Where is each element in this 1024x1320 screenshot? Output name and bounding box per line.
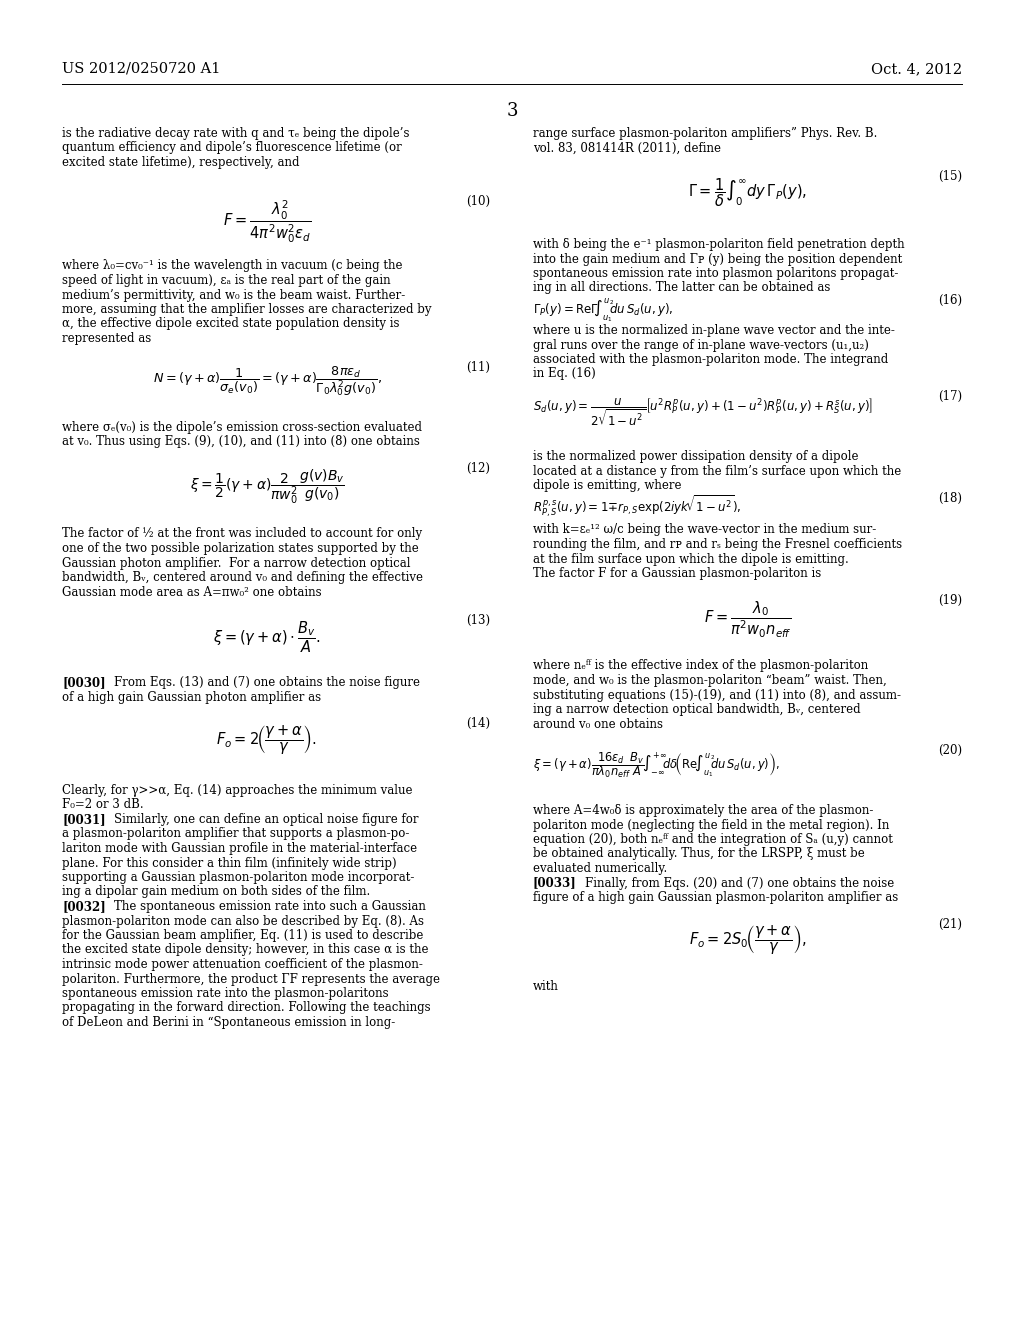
Text: vol. 83, 081414R (2011), define: vol. 83, 081414R (2011), define	[534, 141, 721, 154]
Text: (12): (12)	[466, 462, 490, 474]
Text: spontaneous emission rate into the plasmon-polaritons: spontaneous emission rate into the plasm…	[62, 987, 389, 1001]
Text: rounding the film, and rᴘ and rₛ being the Fresnel coefficients: rounding the film, and rᴘ and rₛ being t…	[534, 539, 902, 550]
Text: where A=4w₀δ is approximately the area of the plasmon-: where A=4w₀δ is approximately the area o…	[534, 804, 873, 817]
Text: mode, and w₀ is the plasmon-polariton “beam” waist. Then,: mode, and w₀ is the plasmon-polariton “b…	[534, 675, 887, 686]
Text: Gaussian mode area as A=πw₀² one obtains: Gaussian mode area as A=πw₀² one obtains	[62, 586, 322, 598]
Text: The factor F for a Gaussian plasmon-polariton is: The factor F for a Gaussian plasmon-pola…	[534, 568, 821, 579]
Text: ing a narrow detection optical bandwidth, Bᵥ, centered: ing a narrow detection optical bandwidth…	[534, 704, 860, 715]
Text: be obtained analytically. Thus, for the LRSPP, ξ must be: be obtained analytically. Thus, for the …	[534, 847, 864, 861]
Text: the excited state dipole density; however, in this case α is the: the excited state dipole density; howeve…	[62, 944, 428, 957]
Text: (14): (14)	[466, 717, 490, 730]
Text: located at a distance y from the film’s surface upon which the: located at a distance y from the film’s …	[534, 465, 901, 478]
Text: $\xi = (\gamma+\alpha)\dfrac{16\varepsilon_d}{\pi\lambda_0 n_{eff}}\dfrac{B_v}{A: $\xi = (\gamma+\alpha)\dfrac{16\varepsil…	[534, 750, 780, 780]
Text: (11): (11)	[466, 360, 490, 374]
Text: plasmon-polariton mode can also be described by Eq. (8). As: plasmon-polariton mode can also be descr…	[62, 915, 424, 928]
Text: represented as: represented as	[62, 333, 152, 345]
Text: (17): (17)	[938, 389, 962, 403]
Text: excited state lifetime), respectively, and: excited state lifetime), respectively, a…	[62, 156, 299, 169]
Text: US 2012/0250720 A1: US 2012/0250720 A1	[62, 62, 220, 77]
Text: substituting equations (15)-(19), and (11) into (8), and assum-: substituting equations (15)-(19), and (1…	[534, 689, 901, 701]
Text: at the film surface upon which the dipole is emitting.: at the film surface upon which the dipol…	[534, 553, 849, 565]
Text: propagating in the forward direction. Following the teachings: propagating in the forward direction. Fo…	[62, 1002, 431, 1015]
Text: [0032]: [0032]	[62, 900, 105, 913]
Text: medium’s permittivity, and w₀ is the beam waist. Further-: medium’s permittivity, and w₀ is the bea…	[62, 289, 406, 301]
Text: $S_d(u, y) = \dfrac{u}{2\sqrt{1-u^2}}\left[u^2 R_P^p(u,y) + (1-u^2)R_P^p(u,y) + : $S_d(u, y) = \dfrac{u}{2\sqrt{1-u^2}}\le…	[534, 396, 873, 428]
Text: is the radiative decay rate with q and τₑ being the dipole’s: is the radiative decay rate with q and τ…	[62, 127, 410, 140]
Text: From Eqs. (13) and (7) one obtains the noise figure: From Eqs. (13) and (7) one obtains the n…	[114, 676, 420, 689]
Text: of a high gain Gaussian photon amplifier as: of a high gain Gaussian photon amplifier…	[62, 690, 322, 704]
Text: for the Gaussian beam amplifier, Eq. (11) is used to describe: for the Gaussian beam amplifier, Eq. (11…	[62, 929, 423, 942]
Text: lariton mode with Gaussian profile in the material-interface: lariton mode with Gaussian profile in th…	[62, 842, 417, 855]
Text: with: with	[534, 981, 559, 994]
Text: plane. For this consider a thin film (infinitely wide strip): plane. For this consider a thin film (in…	[62, 857, 396, 870]
Text: around v₀ one obtains: around v₀ one obtains	[534, 718, 663, 730]
Text: with δ being the e⁻¹ plasmon-polariton field penetration depth: with δ being the e⁻¹ plasmon-polariton f…	[534, 238, 904, 251]
Text: dipole is emitting, where: dipole is emitting, where	[534, 479, 682, 492]
Text: The spontaneous emission rate into such a Gaussian: The spontaneous emission rate into such …	[114, 900, 426, 913]
Text: associated with the plasmon-polariton mode. The integrand: associated with the plasmon-polariton mo…	[534, 352, 888, 366]
Text: figure of a high gain Gaussian plasmon-polariton amplifier as: figure of a high gain Gaussian plasmon-p…	[534, 891, 898, 904]
Text: $\xi = (\gamma+\alpha)\cdot\dfrac{B_v}{A}.$: $\xi = (\gamma+\alpha)\cdot\dfrac{B_v}{A…	[213, 620, 321, 655]
Text: intrinsic mode power attenuation coefficient of the plasmon-: intrinsic mode power attenuation coeffic…	[62, 958, 423, 972]
Text: $F = \dfrac{\lambda_0^2}{4\pi^2 w_0^2\varepsilon_d}$: $F = \dfrac{\lambda_0^2}{4\pi^2 w_0^2\va…	[222, 198, 311, 246]
Text: quantum efficiency and dipole’s fluorescence lifetime (or: quantum efficiency and dipole’s fluoresc…	[62, 141, 401, 154]
Text: Similarly, one can define an optical noise figure for: Similarly, one can define an optical noi…	[114, 813, 419, 826]
Text: (16): (16)	[938, 294, 962, 308]
Text: [0033]: [0033]	[534, 876, 577, 890]
Text: where u is the normalized in-plane wave vector and the inte-: where u is the normalized in-plane wave …	[534, 323, 895, 337]
Text: more, assuming that the amplifier losses are characterized by: more, assuming that the amplifier losses…	[62, 304, 431, 315]
Text: in Eq. (16): in Eq. (16)	[534, 367, 596, 380]
Text: of DeLeon and Berini in “Spontaneous emission in long-: of DeLeon and Berini in “Spontaneous emi…	[62, 1016, 395, 1030]
Text: [0031]: [0031]	[62, 813, 105, 826]
Text: (20): (20)	[938, 744, 962, 756]
Text: $F_o = 2\!\left(\dfrac{\gamma+\alpha}{\gamma}\right).$: $F_o = 2\!\left(\dfrac{\gamma+\alpha}{\g…	[216, 723, 317, 756]
Text: is the normalized power dissipation density of a dipole: is the normalized power dissipation dens…	[534, 450, 858, 463]
Text: Gaussian photon amplifier.  For a narrow detection optical: Gaussian photon amplifier. For a narrow …	[62, 557, 411, 569]
Text: polariton. Furthermore, the product ΓF represents the average: polariton. Furthermore, the product ΓF r…	[62, 973, 440, 986]
Text: speed of light in vacuum), εₐ is the real part of the gain: speed of light in vacuum), εₐ is the rea…	[62, 275, 390, 286]
Text: $R_{P,S}^{p,s}(u,y){=}1{\mp}r_{P,S}\exp(2iyk\!\sqrt{1-u^2}),$: $R_{P,S}^{p,s}(u,y){=}1{\mp}r_{P,S}\exp(…	[534, 494, 741, 519]
Text: $\xi = \dfrac{1}{2}(\gamma+\alpha)\dfrac{2}{\pi w_0^2}\dfrac{g(v)B_v}{g(v_0)}$: $\xi = \dfrac{1}{2}(\gamma+\alpha)\dfrac…	[189, 467, 344, 507]
Text: at v₀. Thus using Eqs. (9), (10), and (11) into (8) one obtains: at v₀. Thus using Eqs. (9), (10), and (1…	[62, 436, 420, 447]
Text: $\Gamma = \dfrac{1}{\delta}\int_0^\infty dy\,\Gamma_P(y),$: $\Gamma = \dfrac{1}{\delta}\int_0^\infty…	[688, 176, 808, 209]
Text: gral runs over the range of in-plane wave-vectors (u₁,u₂): gral runs over the range of in-plane wav…	[534, 338, 869, 351]
Text: α, the effective dipole excited state population density is: α, the effective dipole excited state po…	[62, 318, 399, 330]
Text: (21): (21)	[938, 917, 962, 931]
Text: ing a dipolar gain medium on both sides of the film.: ing a dipolar gain medium on both sides …	[62, 886, 371, 899]
Text: bandwidth, Bᵥ, centered around v₀ and defining the effective: bandwidth, Bᵥ, centered around v₀ and de…	[62, 572, 423, 583]
Text: where nₑᶠᶠ is the effective index of the plasmon-polariton: where nₑᶠᶠ is the effective index of the…	[534, 660, 868, 672]
Text: evaluated numerically.: evaluated numerically.	[534, 862, 668, 875]
Text: into the gain medium and Γᴘ (y) being the position dependent: into the gain medium and Γᴘ (y) being th…	[534, 252, 902, 265]
Text: with k=εₑ¹² ω/c being the wave-vector in the medium sur-: with k=εₑ¹² ω/c being the wave-vector in…	[534, 524, 877, 536]
Text: (15): (15)	[938, 170, 962, 183]
Text: $F_o = 2S_0\!\left(\dfrac{\gamma+\alpha}{\gamma}\right),$: $F_o = 2S_0\!\left(\dfrac{\gamma+\alpha}…	[689, 924, 807, 957]
Text: F₀=2 or 3 dB.: F₀=2 or 3 dB.	[62, 799, 143, 812]
Text: Oct. 4, 2012: Oct. 4, 2012	[870, 62, 962, 77]
Text: Clearly, for γ>>α, Eq. (14) approaches the minimum value: Clearly, for γ>>α, Eq. (14) approaches t…	[62, 784, 413, 797]
Text: one of the two possible polarization states supported by the: one of the two possible polarization sta…	[62, 543, 419, 554]
Text: where σₑ(v₀) is the dipole’s emission cross-section evaluated: where σₑ(v₀) is the dipole’s emission cr…	[62, 421, 422, 433]
Text: spontaneous emission rate into plasmon polaritons propagat-: spontaneous emission rate into plasmon p…	[534, 267, 898, 280]
Text: 3: 3	[506, 102, 518, 120]
Text: (10): (10)	[466, 194, 490, 207]
Text: (13): (13)	[466, 614, 490, 627]
Text: $\Gamma_P(y){=}\mathrm{Re}\Gamma\!\!\int_{u_1}^{u_2}\!\!du\,S_d(u,y),$: $\Gamma_P(y){=}\mathrm{Re}\Gamma\!\!\int…	[534, 296, 673, 323]
Text: polariton mode (neglecting the field in the metal region). In: polariton mode (neglecting the field in …	[534, 818, 890, 832]
Text: ing in all directions. The latter can be obtained as: ing in all directions. The latter can be…	[534, 281, 830, 294]
Text: where λ₀=cv₀⁻¹ is the wavelength in vacuum (c being the: where λ₀=cv₀⁻¹ is the wavelength in vacu…	[62, 260, 402, 272]
Text: equation (20), both nₑᶠᶠ and the integration of Sₐ (u,y) cannot: equation (20), both nₑᶠᶠ and the integra…	[534, 833, 893, 846]
Text: The factor of ½ at the front was included to account for only: The factor of ½ at the front was include…	[62, 528, 422, 540]
Text: (19): (19)	[938, 594, 962, 606]
Text: range surface plasmon-polariton amplifiers” Phys. Rev. B.: range surface plasmon-polariton amplifie…	[534, 127, 878, 140]
Text: supporting a Gaussian plasmon-polariton mode incorporat-: supporting a Gaussian plasmon-polariton …	[62, 871, 415, 884]
Text: Finally, from Eqs. (20) and (7) one obtains the noise: Finally, from Eqs. (20) and (7) one obta…	[585, 876, 894, 890]
Text: $N = (\gamma+\alpha)\dfrac{1}{\sigma_e(v_0)} = (\gamma+\alpha)\dfrac{8\pi\vareps: $N = (\gamma+\alpha)\dfrac{1}{\sigma_e(v…	[153, 364, 382, 399]
Text: [0030]: [0030]	[62, 676, 105, 689]
Text: a plasmon-polariton amplifier that supports a plasmon-po-: a plasmon-polariton amplifier that suppo…	[62, 828, 410, 841]
Text: (18): (18)	[938, 491, 962, 504]
Text: $F = \dfrac{\lambda_0}{\pi^2 w_0 n_{eff}}$: $F = \dfrac{\lambda_0}{\pi^2 w_0 n_{eff}…	[705, 599, 792, 640]
